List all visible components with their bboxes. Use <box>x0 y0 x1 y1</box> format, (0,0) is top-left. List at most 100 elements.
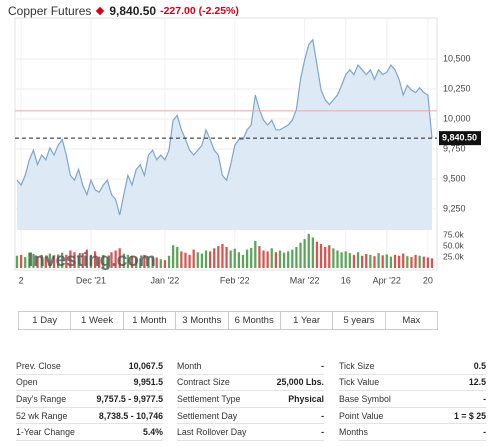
stats-row: Settlement Type Physical <box>177 391 324 408</box>
y-tick-label: 10,500 <box>443 53 471 63</box>
volume-bar <box>410 257 413 268</box>
volume-bar <box>110 252 113 268</box>
stat-label: Settlement Type <box>177 393 241 404</box>
stats-column: Month - Contract Size 25,000 Lbs. Settlement… <box>177 358 324 441</box>
volume-bar <box>225 247 228 268</box>
stat-label: Last Rollover Day <box>177 427 247 438</box>
volume-bar <box>287 251 290 268</box>
stat-value: - <box>321 410 324 421</box>
stats-row: Tick Size 0.5 <box>339 358 486 375</box>
volume-bar <box>135 257 138 268</box>
volume-bar <box>126 254 130 268</box>
volume-bar <box>254 240 257 268</box>
x-tick-label: Jan '22 <box>151 275 180 285</box>
volume-bar <box>270 248 273 268</box>
volume-bar <box>324 247 327 268</box>
stat-label: Months <box>339 427 368 438</box>
volume-bar <box>282 252 286 268</box>
range-button[interactable]: Max <box>385 312 437 329</box>
stat-label: Prev. Close <box>16 360 61 371</box>
volume-bar <box>373 256 376 268</box>
volume-bar <box>151 257 154 268</box>
range-button[interactable]: 3 Months <box>176 312 229 329</box>
volume-bar <box>418 255 421 268</box>
volume-bar <box>56 254 60 268</box>
price-change: -227.00 (-2.25%) <box>160 5 239 17</box>
stats-row: 1-Year Change 5.4% <box>16 424 163 441</box>
stat-value: 9,951.5 <box>133 377 163 388</box>
range-button[interactable]: 1 Year <box>280 312 334 329</box>
stat-value: - <box>483 427 486 438</box>
range-button[interactable]: 5 years <box>333 312 386 329</box>
volume-bar <box>36 256 39 268</box>
volume-bar <box>221 243 224 268</box>
volume-bar <box>147 256 150 268</box>
range-button[interactable]: 1 Day <box>19 312 72 329</box>
volume-bar <box>315 241 319 268</box>
volume-bar <box>65 254 68 268</box>
volume-bar <box>217 246 220 268</box>
volume-bar <box>48 253 52 268</box>
stat-label: Settlement Day <box>177 410 238 421</box>
range-button[interactable]: 1 Week <box>71 312 124 329</box>
stat-value: 9,757.5 - 9,977.5 <box>96 393 163 404</box>
volume-bar <box>208 251 212 268</box>
volume-bar <box>40 254 43 268</box>
volume-bar <box>402 253 405 268</box>
volume-bar <box>369 254 372 268</box>
volume-bar <box>159 259 162 268</box>
volume-bar <box>406 256 409 268</box>
y-tick-label: 10,000 <box>443 113 471 123</box>
stat-label: 1-Year Change <box>16 427 75 438</box>
volume-bar <box>188 254 191 268</box>
stats-row: Prev. Close 10,067.5 <box>16 358 163 375</box>
volume-bar <box>106 257 109 268</box>
header: Copper Futures 9,840.50 -227.00 (-2.25%) <box>8 4 239 18</box>
stats-row: Point Value 1 = $ 25 <box>339 408 486 425</box>
range-selector: 1 Day 1 Week 1 Month 3 Months 6 Months 1 Year… <box>18 311 438 330</box>
volume-bar <box>381 255 384 268</box>
stat-label: 52 wk Range <box>16 410 68 421</box>
stat-label: Tick Value <box>339 377 380 388</box>
stats-row: Month - <box>177 358 324 375</box>
range-button[interactable]: 6 Months <box>228 312 281 329</box>
volume-bar <box>85 249 88 268</box>
stat-value: - <box>321 360 324 371</box>
stat-label: Base Symbol <box>339 393 391 404</box>
stats-row: Tick Value 12.5 <box>339 375 486 392</box>
volume-bar <box>389 256 393 268</box>
volume-bar <box>28 252 31 268</box>
volume-bar <box>328 245 331 268</box>
volume-bar <box>278 250 282 268</box>
last-price: 9,840.50 <box>109 4 157 18</box>
stats-row: Open 9,951.5 <box>16 375 163 392</box>
x-tick-label: Mar '22 <box>290 275 320 285</box>
x-tick-label: Dec '21 <box>76 275 106 285</box>
volume-bar <box>155 257 158 268</box>
stats-row: Last Rollover Day - <box>177 424 324 441</box>
stat-value: 0.5 <box>473 360 486 371</box>
volume-bar <box>397 255 401 268</box>
volume-bar <box>241 254 245 268</box>
volume-bar <box>352 254 356 268</box>
stats-row: Base Symbol - <box>339 391 486 408</box>
stat-value: 25,000 Lbs. <box>276 377 324 388</box>
stat-value: 12.5 <box>468 377 486 388</box>
volume-bar <box>196 252 199 268</box>
volume-bar <box>365 254 368 268</box>
volume-bar <box>172 245 175 268</box>
volume-bar <box>192 249 195 268</box>
volume-bar <box>139 258 142 268</box>
volume-bar <box>98 256 101 268</box>
stat-value: 1 = $ 25 <box>453 410 486 421</box>
volume-bar <box>356 252 360 268</box>
volume-bar <box>426 257 430 268</box>
volume-bar <box>44 256 47 268</box>
volume-bar <box>229 250 232 268</box>
y-tick-label: 9,250 <box>443 203 466 213</box>
range-button[interactable]: 1 Month <box>123 312 177 329</box>
volume-bar <box>393 254 397 268</box>
volume-bar <box>118 248 121 268</box>
volume-tick-label: 75.0k <box>443 229 465 239</box>
stats-row: Settlement Day - <box>177 408 324 425</box>
